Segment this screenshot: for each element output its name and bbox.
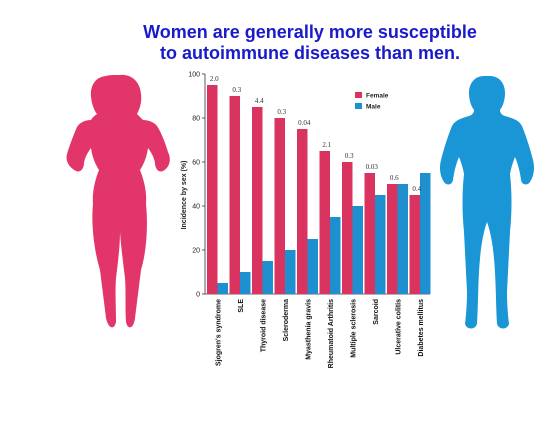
bar-annotation: 0.3	[345, 152, 354, 160]
female-bar	[342, 162, 353, 294]
female-bar	[319, 151, 330, 294]
female-bar	[207, 85, 218, 294]
bar-annotation: 0.03	[366, 163, 379, 171]
female-bar	[229, 96, 240, 294]
male-bar	[285, 250, 296, 294]
male-bar	[262, 261, 273, 294]
female-bar	[387, 184, 398, 294]
legend-female-label: Female	[366, 93, 389, 100]
y-axis-label: Incidence by sex (%)	[181, 161, 188, 230]
y-tick-label: 20	[192, 248, 200, 255]
bar-annotation: 0.4	[412, 185, 421, 193]
category-label: Sjogren's syndrome	[216, 299, 223, 366]
female-bar	[364, 173, 375, 294]
chart-labels: 2.0 Sjogren's syndrome 0.3 SLE 4.4 Thyroid di…	[210, 75, 425, 368]
legend-male-swatch	[355, 103, 362, 109]
male-bar	[397, 184, 408, 294]
male-bar	[307, 239, 318, 294]
y-tick-label: 0	[196, 292, 200, 299]
bar-annotation: 0.04	[298, 119, 311, 127]
bar-annotation: 4.4	[255, 97, 264, 105]
female-bar	[252, 107, 263, 294]
y-tick-label: 80	[192, 116, 200, 123]
category-label: Scleroderma	[283, 299, 290, 342]
bar-annotation: 2.0	[210, 75, 219, 83]
y-tick-label: 60	[192, 160, 200, 167]
legend-male-label: Male	[366, 104, 381, 111]
female-bar	[274, 118, 285, 294]
female-figure-icon	[66, 74, 170, 328]
category-label: Diabetes mellitus	[418, 299, 425, 357]
bar-annotation: 2.1	[322, 141, 331, 149]
chart-title-line-1: Women are generally more susceptible	[143, 22, 477, 42]
male-bar	[217, 283, 228, 294]
category-label: Rheumatoid Arthritis	[328, 299, 335, 368]
y-tick-label: 100	[188, 72, 200, 79]
chart-legend: Female Male	[355, 92, 389, 111]
chart-bars	[207, 85, 431, 294]
bar-annotation: 0.3	[277, 108, 286, 116]
female-bar	[297, 129, 308, 294]
male-bar	[420, 173, 431, 294]
y-tick-label: 40	[192, 204, 200, 211]
category-label: SLE	[238, 299, 245, 313]
female-bar	[409, 195, 420, 294]
category-label: Multiple sclerosis	[351, 299, 358, 358]
male-figure-icon	[440, 76, 534, 329]
male-bar	[352, 206, 363, 294]
chart-title: Women are generally more susceptible to …	[120, 22, 500, 64]
category-label: Sarcoid	[373, 299, 380, 325]
male-bar	[240, 272, 251, 294]
bar-annotation: 0.6	[390, 174, 399, 182]
chart-title-line-2: to autoimmune diseases than men.	[159, 43, 461, 63]
male-bar	[375, 195, 386, 294]
category-label: Myasthenia gravis	[306, 299, 313, 360]
legend-female-swatch	[355, 92, 362, 98]
male-bar	[330, 217, 341, 294]
bar-annotation: 0.3	[232, 86, 241, 94]
category-label: Ulcerative colitis	[396, 299, 403, 355]
category-label: Thyroid disease	[261, 299, 268, 352]
